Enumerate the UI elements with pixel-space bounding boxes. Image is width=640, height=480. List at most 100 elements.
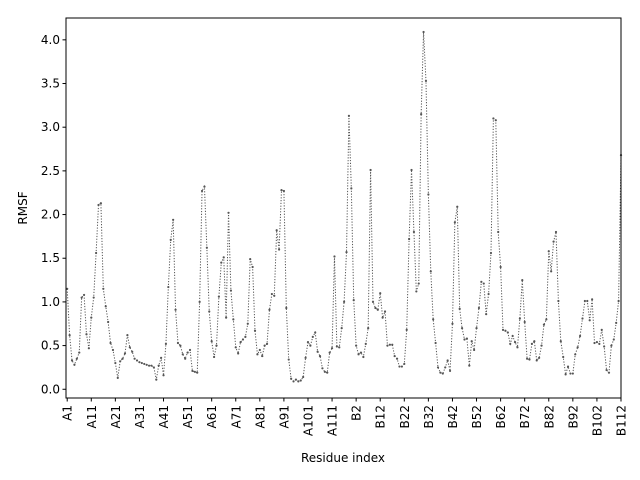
data-point — [562, 355, 565, 359]
data-point — [294, 378, 298, 381]
data-point — [92, 296, 95, 299]
data-point — [343, 300, 346, 304]
data-point — [328, 351, 331, 354]
data-point — [403, 362, 406, 366]
data-point — [393, 354, 396, 358]
data-point — [569, 372, 572, 375]
data-point — [126, 334, 129, 337]
data-point — [133, 357, 136, 360]
x-tick-label: A11 — [85, 405, 99, 428]
data-point — [75, 357, 78, 360]
data-point — [432, 318, 435, 321]
data-point — [535, 359, 538, 362]
data-point — [164, 342, 168, 345]
data-point — [174, 308, 177, 311]
data-point — [181, 353, 184, 356]
data-point — [210, 340, 213, 343]
x-tick-label: B72 — [518, 405, 532, 429]
data-point — [318, 354, 322, 358]
x-tick-label: A91 — [277, 405, 291, 428]
data-point — [513, 340, 517, 344]
data-point — [128, 346, 131, 349]
data-point — [335, 345, 338, 348]
data-point — [109, 341, 112, 345]
data-point — [99, 202, 103, 205]
data-point — [451, 322, 454, 325]
data-point — [321, 367, 324, 370]
data-point — [566, 365, 570, 368]
data-point — [95, 251, 98, 255]
data-point — [251, 265, 254, 269]
data-point — [436, 366, 440, 369]
data-point — [215, 344, 218, 347]
data-point — [463, 338, 466, 341]
data-point — [381, 316, 384, 319]
data-point — [506, 331, 509, 334]
data-point — [552, 240, 555, 243]
data-point — [591, 298, 594, 301]
data-point — [304, 356, 307, 359]
data-point — [528, 358, 531, 361]
data-point — [383, 310, 387, 313]
x-tick-label: A1 — [61, 405, 75, 421]
data-point — [417, 282, 420, 285]
y-tick-label: 3.0 — [41, 120, 60, 134]
data-point — [340, 327, 343, 330]
data-point — [167, 285, 170, 289]
y-axis-ticks: 0.0 0.5 1.0 1.5 2.0 2.5 3.0 3.5 4.0 — [41, 33, 66, 396]
data-point — [205, 246, 208, 249]
data-point — [282, 189, 286, 193]
data-point — [135, 359, 139, 362]
data-point — [388, 343, 391, 346]
data-point — [480, 280, 483, 283]
data-point — [111, 348, 115, 352]
data-point — [460, 327, 464, 330]
data-point — [509, 342, 512, 345]
data-point — [352, 299, 355, 302]
data-point — [290, 377, 293, 380]
data-point — [398, 365, 401, 368]
data-point — [581, 317, 584, 320]
data-point — [400, 365, 403, 368]
data-point — [222, 256, 225, 259]
x-tick-label: A61 — [205, 405, 219, 428]
data-point — [160, 356, 163, 359]
x-tick-label: B22 — [398, 405, 412, 429]
data-point — [145, 363, 148, 366]
data-point — [485, 313, 488, 316]
data-point — [261, 354, 264, 358]
data-point — [239, 340, 242, 344]
data-point — [540, 344, 543, 347]
data-point — [408, 237, 411, 241]
data-point — [302, 375, 305, 379]
data-point — [434, 341, 437, 345]
data-point — [309, 344, 312, 347]
y-tick-label: 1.5 — [41, 251, 60, 265]
data-point — [376, 308, 379, 311]
x-tick-label: A101 — [301, 405, 315, 436]
data-point — [571, 372, 574, 375]
data-point — [78, 351, 81, 354]
data-point — [323, 370, 326, 373]
data-point — [249, 258, 252, 261]
data-point — [253, 329, 257, 332]
data-point — [412, 230, 416, 234]
data-point — [273, 294, 276, 297]
data-point — [138, 361, 141, 364]
data-point — [104, 305, 107, 308]
data-point — [123, 352, 127, 355]
data-point — [306, 340, 310, 344]
data-point — [550, 270, 553, 273]
data-point — [208, 310, 211, 313]
x-tick-label: B82 — [542, 405, 556, 429]
data-point — [196, 371, 199, 374]
data-point — [314, 331, 317, 334]
data-point — [275, 229, 278, 232]
data-point — [347, 114, 351, 117]
data-point — [420, 112, 423, 116]
data-point — [610, 344, 613, 347]
data-point — [564, 373, 567, 376]
data-point — [220, 261, 223, 264]
data-point — [475, 327, 478, 330]
x-tick-label: B12 — [374, 405, 388, 429]
